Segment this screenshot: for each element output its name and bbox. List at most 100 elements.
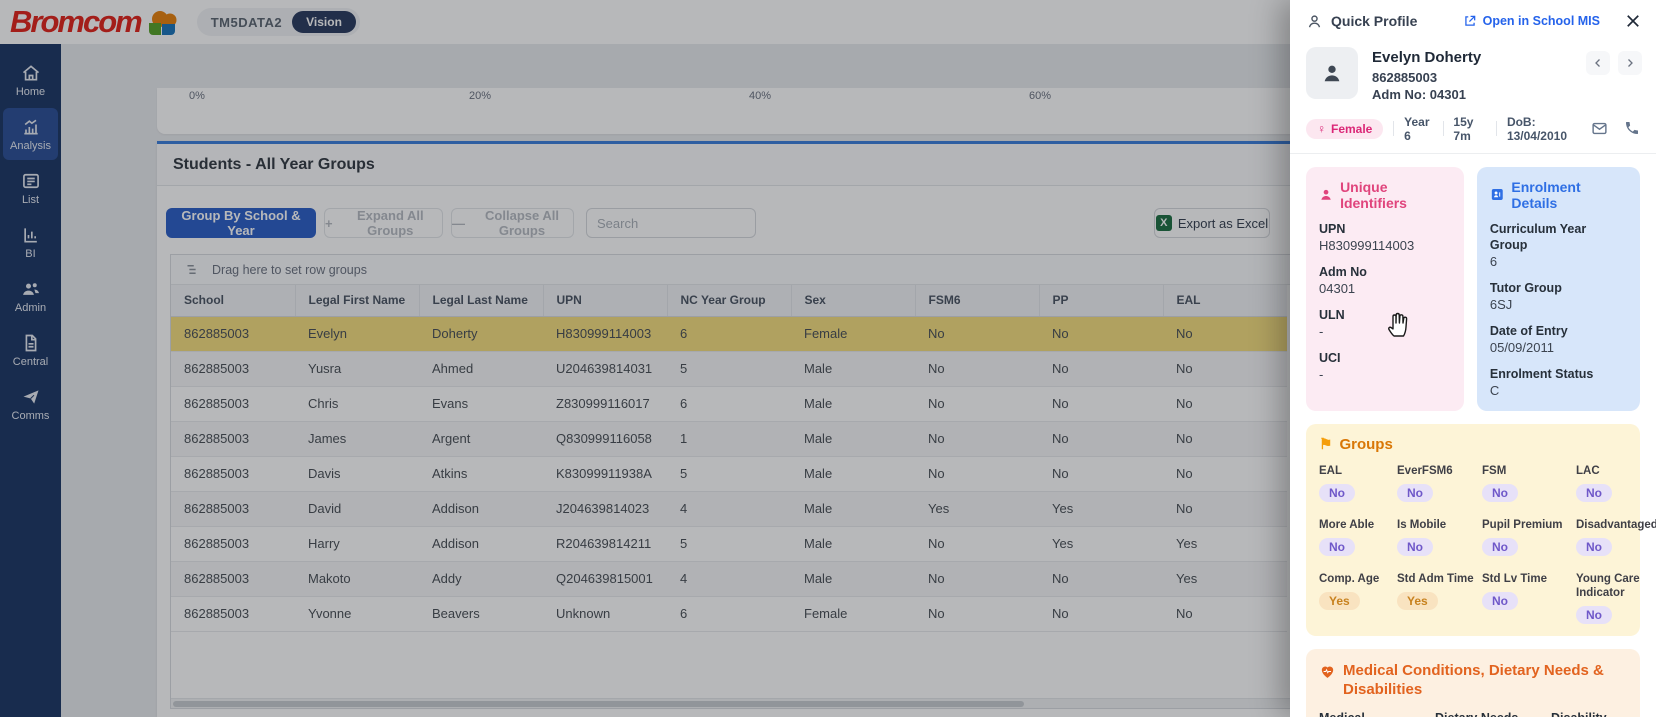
table-cell: Yes bbox=[1039, 491, 1163, 527]
profile-field: UCI - bbox=[1319, 350, 1451, 383]
table-cell: Argent bbox=[419, 421, 543, 457]
export-excel-button[interactable]: X Export as Excel bbox=[1154, 208, 1270, 238]
collapse-all-groups-button[interactable]: — Collapse All Groups bbox=[451, 208, 574, 238]
x-axis-tick: 60% bbox=[1029, 90, 1052, 102]
table-cell: No bbox=[915, 456, 1039, 492]
medical-field: Dietary Needs- bbox=[1435, 710, 1541, 717]
central-icon bbox=[21, 333, 41, 353]
group-value-badge: No bbox=[1576, 483, 1612, 502]
unique-identifiers-title: Unique Identifiers bbox=[1340, 178, 1407, 211]
quick-profile-panel: Quick Profile Open in School MIS Evelyn … bbox=[1290, 0, 1656, 717]
table-cell: Yes bbox=[1039, 526, 1163, 562]
sidebar-item-analysis[interactable]: Analysis bbox=[3, 108, 58, 160]
table-cell: R204639814211 bbox=[543, 526, 667, 562]
environment-switcher[interactable]: TM5DATA2 Vision bbox=[196, 8, 360, 36]
table-row[interactable]: 862885003 Yvonne Beavers Unknown 6 Female No No… bbox=[171, 596, 1287, 632]
previous-student-button[interactable] bbox=[1586, 50, 1610, 75]
column-header[interactable]: UPN bbox=[543, 285, 668, 317]
external-link-icon bbox=[1464, 16, 1475, 27]
table-row[interactable]: 862885003 Makoto Addy Q204639815001 4 Male No N… bbox=[171, 561, 1287, 597]
sidebar-item-home[interactable]: Home bbox=[3, 54, 58, 106]
table-cell: No bbox=[1039, 421, 1163, 457]
table-cell: 862885003 bbox=[171, 491, 295, 527]
groups-card: ⚑ Groups EAL No EverFSM6 No FSM No LAC No More A… bbox=[1306, 423, 1656, 636]
enrolment-details-card: Enrolment Details Curriculum Year Group 6… bbox=[1476, 166, 1640, 411]
analysis-icon bbox=[21, 117, 41, 137]
profile-field: UPN H830999114003 bbox=[1319, 221, 1451, 254]
divider bbox=[1393, 121, 1395, 137]
group-value-badge: No bbox=[1576, 605, 1612, 624]
table-cell: Male bbox=[791, 491, 915, 527]
column-header[interactable]: Legal First Name bbox=[295, 285, 420, 317]
expand-all-groups-label: Expand All Groups bbox=[356, 208, 424, 238]
search-input[interactable] bbox=[586, 208, 756, 238]
column-header[interactable]: EAL bbox=[1163, 285, 1287, 317]
admin-icon bbox=[21, 279, 41, 299]
sidebar-item-list[interactable]: List bbox=[3, 162, 58, 214]
divider bbox=[1496, 121, 1497, 137]
sidebar-item-admin[interactable]: Admin bbox=[3, 270, 58, 322]
table-cell: Male bbox=[791, 421, 915, 457]
table-row[interactable]: 862885003 Chris Evans Z830999116017 6 Male No N… bbox=[171, 386, 1287, 422]
table-cell: No bbox=[1039, 596, 1163, 632]
table-cell: 6 bbox=[667, 596, 791, 632]
quick-profile-header: Quick Profile Open in School MIS bbox=[1290, 0, 1656, 43]
column-header[interactable]: Sex bbox=[791, 285, 916, 317]
table-row[interactable]: 862885003 Harry Addison R204639814211 5 Male N… bbox=[171, 526, 1287, 562]
age-label: 15y 7m bbox=[1453, 114, 1474, 143]
field-label: Curriculum Year Group bbox=[1489, 221, 1587, 252]
table-cell: Yes bbox=[1163, 561, 1287, 597]
table-cell: No bbox=[1039, 351, 1163, 387]
field-label: Dietary Needs bbox=[1435, 710, 1541, 717]
table-cell: No bbox=[915, 316, 1039, 352]
chevron-left-icon bbox=[1595, 58, 1600, 67]
table-cell: No bbox=[915, 351, 1039, 387]
sidebar-item-central[interactable]: Central bbox=[3, 324, 58, 376]
x-axis-tick: 0% bbox=[189, 90, 205, 102]
table-cell: No bbox=[1163, 316, 1287, 352]
next-student-button[interactable] bbox=[1618, 50, 1642, 75]
column-header[interactable]: FSM6 bbox=[915, 285, 1040, 317]
table-cell: Yes bbox=[1163, 526, 1287, 562]
profile-field: Tutor Group 6SJ bbox=[1490, 280, 1627, 313]
table-cell: Male bbox=[791, 386, 915, 422]
group-value-badge: No bbox=[1319, 537, 1355, 556]
table-row[interactable]: 862885003 Evelyn Doherty H830999114003 6 Fema… bbox=[171, 316, 1287, 352]
phone-icon[interactable] bbox=[1624, 120, 1640, 136]
column-header[interactable]: PP bbox=[1039, 285, 1164, 317]
horizontal-scrollbar[interactable] bbox=[171, 698, 1656, 708]
group-value-badge: No bbox=[1576, 537, 1612, 556]
table-cell: 1 bbox=[667, 421, 791, 457]
table-row[interactable]: 862885003 James Argent Q830999116058 1 Male No… bbox=[171, 421, 1287, 457]
open-in-school-mis-link[interactable]: Open in School MIS bbox=[1463, 14, 1600, 28]
scrollbar-thumb[interactable] bbox=[173, 701, 1024, 707]
x-axis-tick: 20% bbox=[469, 90, 492, 102]
profile-field: Curriculum Year Group 6 bbox=[1490, 221, 1627, 270]
group-item: FSM No bbox=[1482, 464, 1568, 502]
group-item: Std Lv Time No bbox=[1482, 572, 1568, 624]
field-label: Tutor Group bbox=[1489, 280, 1562, 295]
sidebar-nav: Home Analysis List BI Admin Central Comms bbox=[0, 44, 61, 717]
table-row[interactable]: 862885003 Davis Atkins K83099911938A 5 Male No… bbox=[171, 456, 1287, 492]
table-cell: 862885003 bbox=[171, 386, 295, 422]
group-label: LAC bbox=[1576, 464, 1600, 477]
table-row[interactable]: 862885003 David Addison J204639814023 4 Male Y… bbox=[171, 491, 1287, 527]
group-by-school-year-button[interactable]: Group By School & Year bbox=[166, 208, 316, 238]
table-cell: Female bbox=[791, 596, 915, 632]
table-cell: Male bbox=[791, 351, 915, 387]
field-label: ULN bbox=[1319, 307, 1345, 322]
column-header[interactable]: School bbox=[171, 285, 296, 317]
table-cell: 6 bbox=[667, 316, 791, 352]
column-header[interactable]: Legal Last Name bbox=[419, 285, 544, 317]
student-adm-no: Adm No: 04301 bbox=[1372, 86, 1466, 102]
sidebar-item-comms[interactable]: Comms bbox=[3, 378, 58, 430]
table-row[interactable]: 862885003 Yusra Ahmed U204639814031 5 Male No N… bbox=[171, 351, 1287, 387]
email-icon[interactable] bbox=[1591, 120, 1608, 137]
column-header[interactable]: NC Year Group bbox=[667, 285, 792, 317]
modal-dim-overlay[interactable] bbox=[0, 0, 1290, 717]
medical-field: Medical Conditions- bbox=[1319, 710, 1425, 717]
table-cell: Doherty bbox=[419, 316, 543, 352]
sidebar-item-bi[interactable]: BI bbox=[3, 216, 58, 268]
close-icon[interactable] bbox=[1624, 12, 1642, 30]
expand-all-groups-button[interactable]: + Expand All Groups bbox=[324, 208, 443, 238]
